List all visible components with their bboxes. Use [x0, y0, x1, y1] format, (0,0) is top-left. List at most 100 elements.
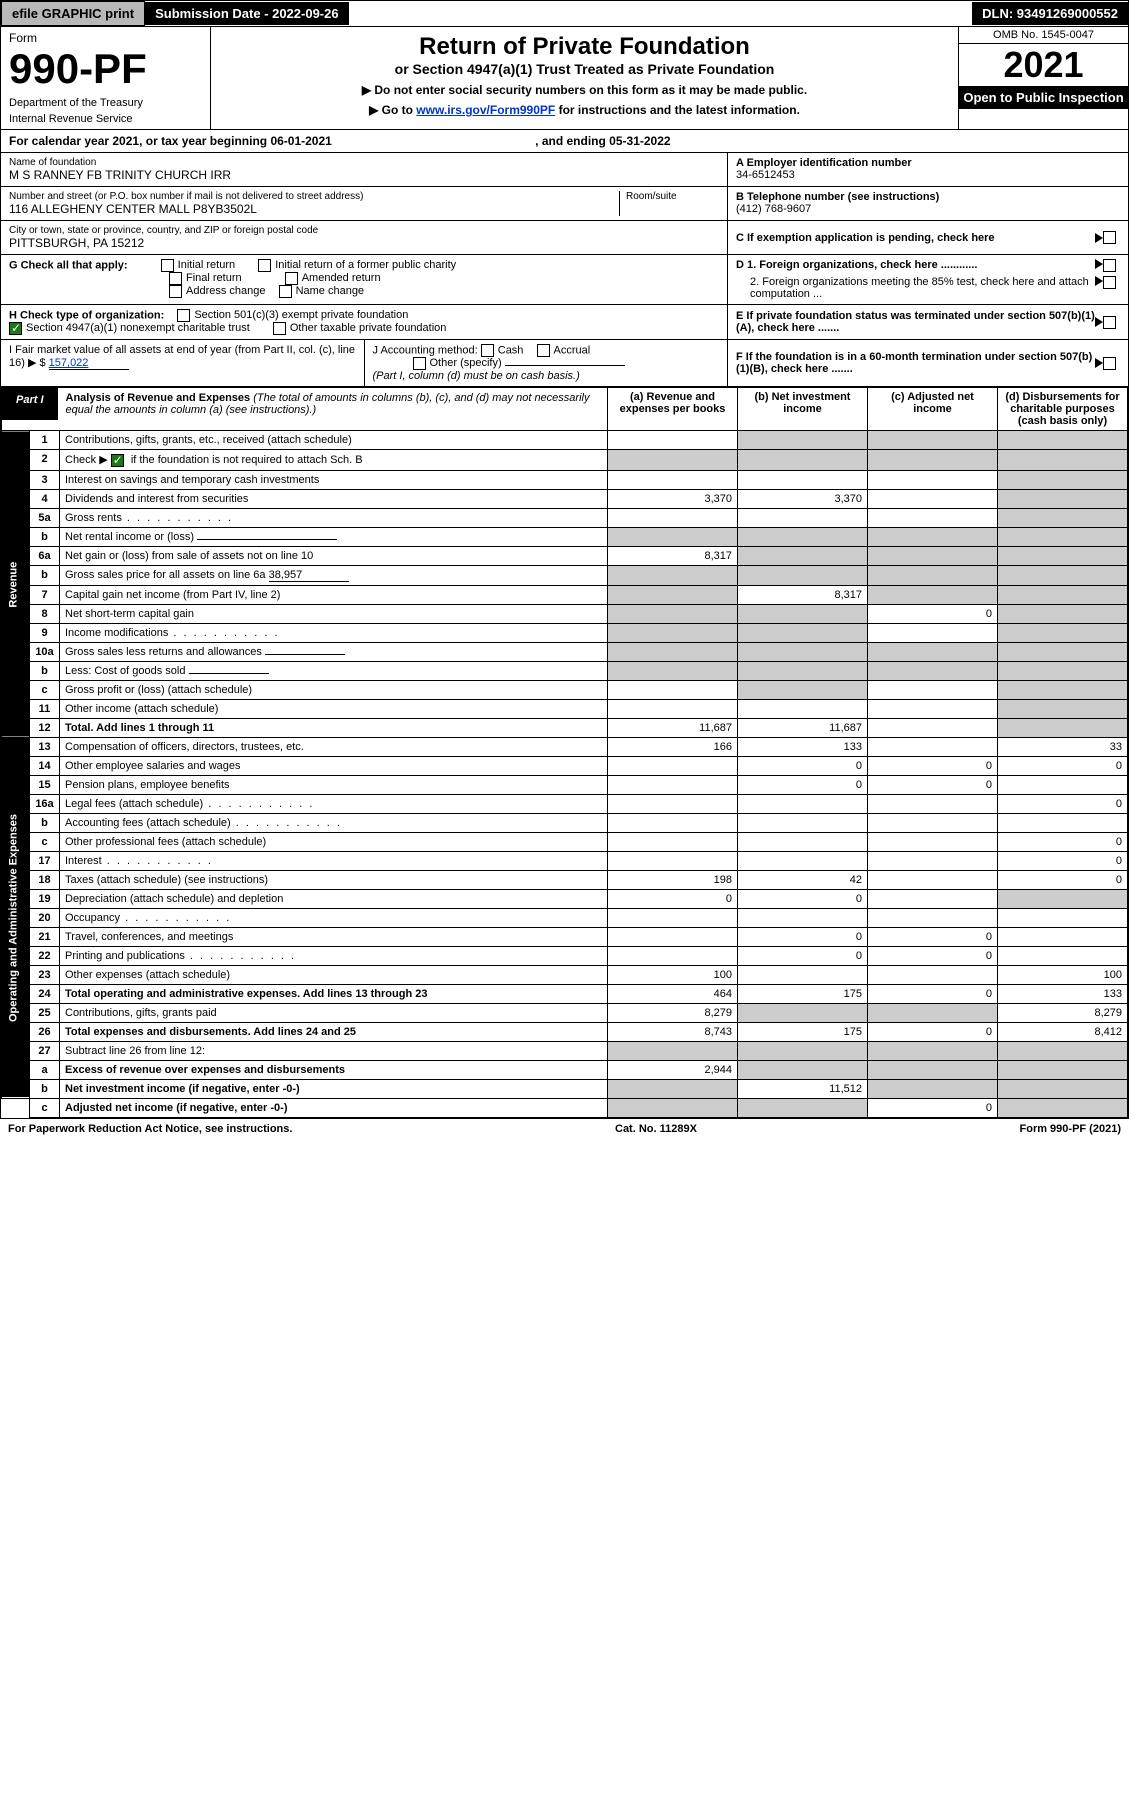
r26-b: 175 — [738, 1022, 868, 1041]
row-10a: Gross sales less returns and allowances — [60, 642, 608, 661]
r13-b: 133 — [738, 737, 868, 756]
r15-b: 0 — [738, 775, 868, 794]
d2-checkbox[interactable] — [1103, 276, 1116, 289]
h-other-checkbox[interactable] — [273, 322, 286, 335]
form-number: 990-PF — [9, 45, 202, 93]
schb-checkbox[interactable] — [111, 454, 124, 467]
g-initial-former-checkbox[interactable] — [258, 259, 271, 272]
r23-d: 100 — [998, 965, 1128, 984]
h-501c3-checkbox[interactable] — [177, 309, 190, 322]
page-footer: For Paperwork Reduction Act Notice, see … — [0, 1119, 1129, 1139]
paperwork-notice: For Paperwork Reduction Act Notice, see … — [8, 1123, 292, 1135]
j-note: (Part I, column (d) must be on cash basi… — [373, 370, 580, 382]
form-header: Form 990-PF Department of the Treasury I… — [0, 27, 1129, 130]
r26-d: 8,412 — [998, 1022, 1128, 1041]
addr-value: 116 ALLEGHENY CENTER MALL P8YB3502L — [9, 202, 619, 216]
city-c-row: City or town, state or province, country… — [0, 221, 1129, 255]
irs-label: Internal Revenue Service — [9, 113, 202, 125]
arrow-icon — [1095, 233, 1103, 243]
e-checkbox[interactable] — [1103, 316, 1116, 329]
g-name-checkbox[interactable] — [279, 285, 292, 298]
row-15: Pension plans, employee benefits — [60, 775, 608, 794]
d1-label: D 1. Foreign organizations, check here .… — [736, 259, 1095, 272]
r18-b: 42 — [738, 870, 868, 889]
r7-b: 8,317 — [738, 585, 868, 604]
g-d-row: G Check all that apply: Initial return I… — [0, 255, 1129, 305]
row-10b: Less: Cost of goods sold — [60, 661, 608, 680]
goto-prefix: ▶ Go to — [369, 103, 416, 117]
form-title: Return of Private Foundation — [217, 33, 952, 61]
city-label: City or town, state or province, country… — [9, 225, 719, 236]
d1-checkbox[interactable] — [1103, 259, 1116, 272]
g-initial-former: Initial return of a former public charit… — [275, 259, 456, 271]
g-address-checkbox[interactable] — [169, 285, 182, 298]
goto-line: ▶ Go to www.irs.gov/Form990PF for instru… — [217, 103, 952, 117]
col-d-header: (d) Disbursements for charitable purpose… — [998, 388, 1128, 431]
r13-a: 166 — [608, 737, 738, 756]
g-label: G Check all that apply: — [9, 259, 128, 271]
ijf-row: I Fair market value of all assets at end… — [0, 340, 1129, 387]
j-accrual: Accrual — [554, 344, 591, 356]
e-label: E If private foundation status was termi… — [736, 310, 1095, 334]
r4-b: 3,370 — [738, 489, 868, 508]
row-16b: Accounting fees (attach schedule) — [60, 813, 608, 832]
h-4947-checkbox[interactable] — [9, 322, 22, 335]
r15-c: 0 — [868, 775, 998, 794]
h-other: Other taxable private foundation — [290, 322, 447, 334]
cat-no: Cat. No. 11289X — [615, 1123, 697, 1135]
j-other: Other (specify) — [430, 357, 502, 369]
row-6a: Net gain or (loss) from sale of assets n… — [60, 546, 608, 565]
g-initial-checkbox[interactable] — [161, 259, 174, 272]
f-checkbox[interactable] — [1103, 357, 1116, 370]
form-word: Form — [9, 31, 202, 45]
ein-label: A Employer identification number — [736, 157, 1120, 169]
r24-d: 133 — [998, 984, 1128, 1003]
j-accrual-checkbox[interactable] — [537, 344, 550, 357]
row-18: Taxes (attach schedule) (see instruction… — [60, 870, 608, 889]
c-checkbox[interactable] — [1103, 231, 1116, 244]
row-10c: Gross profit or (loss) (attach schedule) — [60, 680, 608, 699]
efile-button[interactable]: efile GRAPHIC print — [1, 1, 145, 26]
name-ein-row: Name of foundation M S RANNEY FB TRINITY… — [0, 153, 1129, 187]
row-19: Depreciation (attach schedule) and deple… — [60, 889, 608, 908]
g-address: Address change — [186, 285, 266, 297]
j-other-checkbox[interactable] — [413, 357, 426, 370]
ssn-warning: ▶ Do not enter social security numbers o… — [217, 83, 952, 97]
j-cash: Cash — [498, 344, 524, 356]
row-25: Contributions, gifts, grants paid — [60, 1003, 608, 1022]
name-label: Name of foundation — [9, 157, 719, 168]
r4-a: 3,370 — [608, 489, 738, 508]
col-a-header: (a) Revenue and expenses per books — [608, 388, 738, 431]
r24-b: 175 — [738, 984, 868, 1003]
arrow-icon — [1095, 317, 1103, 327]
r26-c: 0 — [868, 1022, 998, 1041]
part1-block: Part I Analysis of Revenue and Expenses … — [0, 387, 1129, 1119]
r27c-c: 0 — [868, 1098, 998, 1117]
room-label: Room/suite — [626, 191, 719, 202]
row-16a: Legal fees (attach schedule) — [60, 794, 608, 813]
i-fmv-value[interactable]: 157,022 — [49, 357, 129, 370]
r17-d: 0 — [998, 851, 1128, 870]
expenses-side: Operating and Administrative Expenses — [2, 737, 30, 1098]
h-label: H Check type of organization: — [9, 309, 164, 321]
arrow-icon — [1095, 276, 1103, 286]
part1-table: Part I Analysis of Revenue and Expenses … — [1, 387, 1128, 1118]
row-1: Contributions, gifts, grants, etc., rece… — [60, 431, 608, 450]
row-5a: Gross rents — [60, 508, 608, 527]
j-cash-checkbox[interactable] — [481, 344, 494, 357]
tax-year: 2021 — [959, 44, 1128, 86]
row-6b: Gross sales price for all assets on line… — [60, 565, 608, 585]
instructions-link[interactable]: www.irs.gov/Form990PF — [416, 103, 555, 117]
row-22: Printing and publications — [60, 946, 608, 965]
g-final-checkbox[interactable] — [169, 272, 182, 285]
row-13: Compensation of officers, directors, tru… — [60, 737, 608, 756]
row-4: Dividends and interest from securities — [60, 489, 608, 508]
r25-a: 8,279 — [608, 1003, 738, 1022]
r6b-val: 38,957 — [269, 569, 349, 582]
part1-tag: Part I — [2, 388, 58, 420]
arrow-icon — [1095, 358, 1103, 368]
r12-a: 11,687 — [608, 718, 738, 737]
r24-a: 464 — [608, 984, 738, 1003]
g-amended-checkbox[interactable] — [285, 272, 298, 285]
row-8: Net short-term capital gain — [60, 604, 608, 623]
